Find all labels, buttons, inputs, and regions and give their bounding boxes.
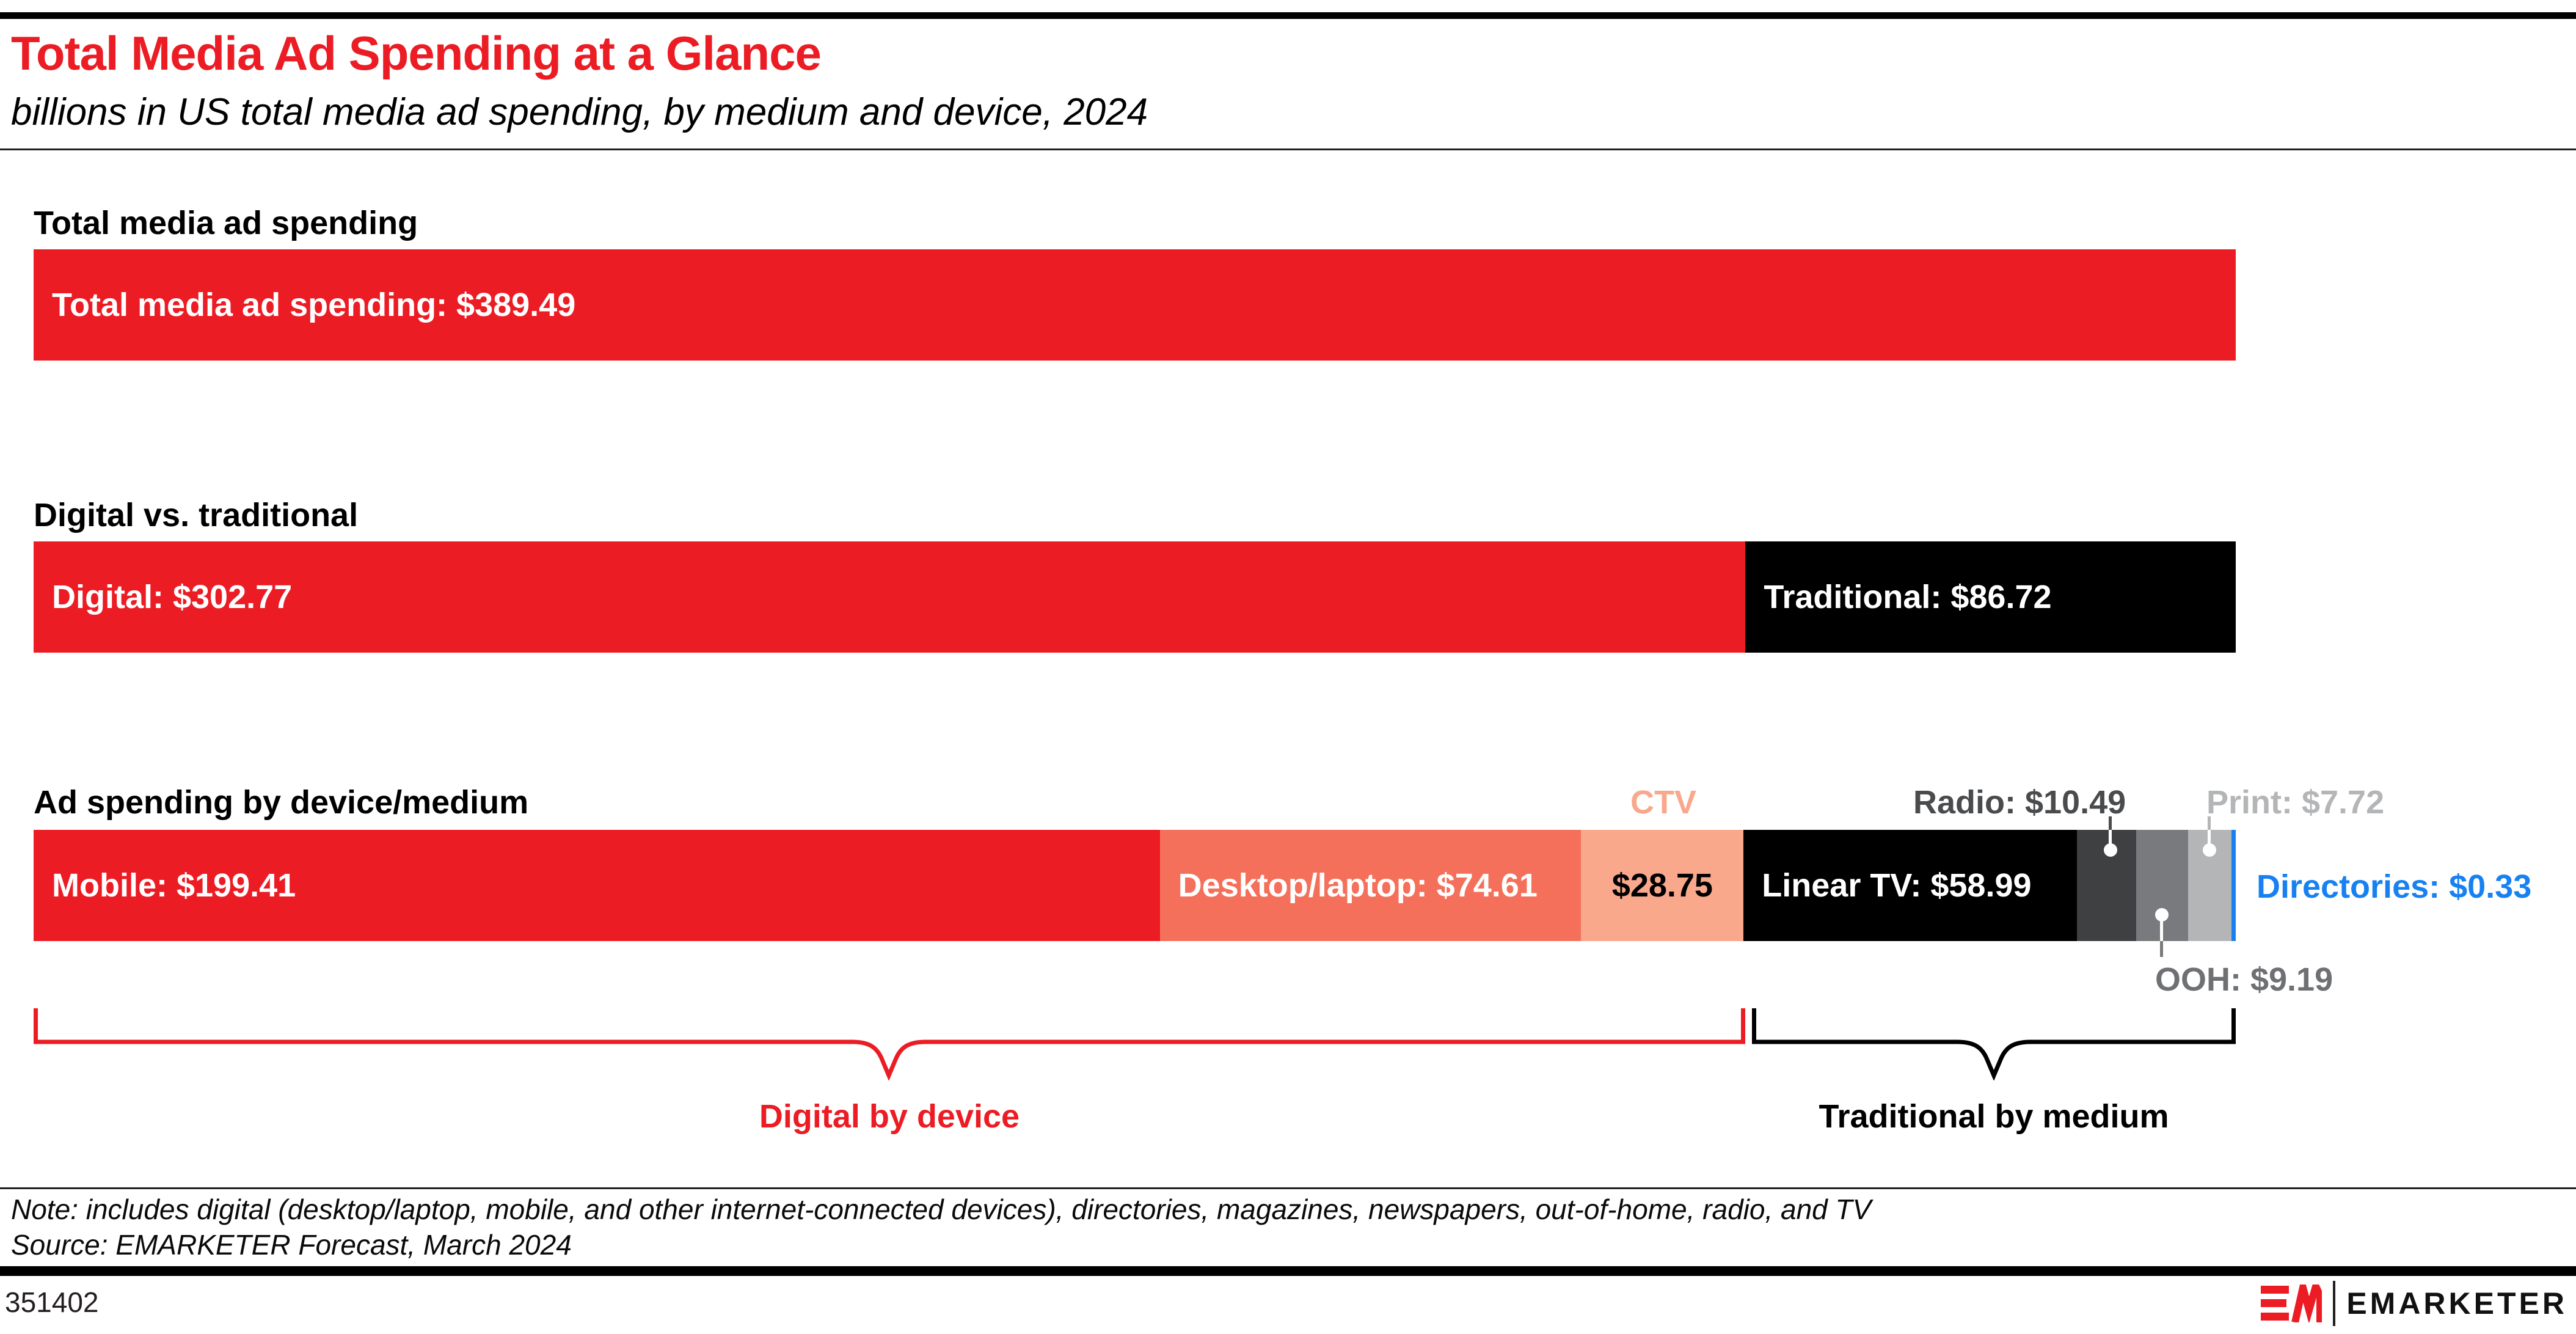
- section-heading-digital-vs-traditional: Digital vs. traditional: [34, 497, 359, 533]
- section-heading-total: Total media ad spending: [34, 205, 418, 241]
- page-title: Total Media Ad Spending at a Glance: [11, 26, 822, 80]
- segment-total-label: Total media ad spending: $389.49: [52, 287, 576, 323]
- segment-mobile-label: Mobile: $199.41: [52, 867, 296, 904]
- callout-directories: Directories: $0.33: [2257, 868, 2532, 905]
- segment-total: Total media ad spending: $389.49: [34, 249, 2236, 361]
- bar-total: Total media ad spending: $389.49: [34, 249, 2236, 361]
- segment-directories: [2231, 830, 2236, 941]
- traditional-brace-label: Traditional by medium: [1819, 1098, 2169, 1135]
- logo-divider: [2333, 1281, 2336, 1326]
- callout-print: Print: $7.72: [2206, 784, 2385, 821]
- segment-desktop-laptop: Desktop/laptop: $74.61: [1159, 830, 1582, 941]
- ooh-callout-line: [2160, 941, 2163, 957]
- ooh-callout-dot: [2155, 908, 2169, 922]
- segment-traditional: Traditional: $86.72: [1745, 541, 2236, 653]
- print-callout-line: [2208, 816, 2211, 830]
- section-heading-device-medium: Ad spending by device/medium: [34, 784, 529, 821]
- radio-callout-line: [2109, 816, 2112, 830]
- segment-ctv-value: $28.75: [1611, 867, 1713, 904]
- page-subtitle: billions in US total media ad spending, …: [11, 91, 1148, 133]
- segment-mobile: Mobile: $199.41: [34, 830, 1160, 941]
- chart-id: 351402: [5, 1286, 99, 1318]
- bar-digital-vs-traditional: Digital: $302.77 Traditional: $86.72: [34, 541, 2236, 653]
- top-rule: [0, 12, 2576, 19]
- segment-ctv: $28.75: [1581, 830, 1744, 941]
- footer-rule: [0, 1266, 2576, 1276]
- segment-linear-tv: Linear TV: $58.99: [1743, 830, 2077, 941]
- segment-digital-label: Digital: $302.77: [52, 579, 293, 615]
- radio-callout-dot: [2104, 843, 2117, 857]
- segment-linear-tv-label: Linear TV: $58.99: [1762, 867, 2032, 904]
- segment-desktop-laptop-label: Desktop/laptop: $74.61: [1178, 867, 1538, 904]
- em-monogram-icon: [2261, 1285, 2322, 1322]
- bar-device-medium: Mobile: $199.41 Desktop/laptop: $74.61 $…: [34, 830, 2236, 941]
- traditional-brace: [1752, 1008, 2236, 1080]
- print-callout-line-inner: [2208, 830, 2211, 847]
- brand-name: EMARKETER: [2346, 1286, 2567, 1321]
- header-divider: [0, 148, 2576, 150]
- ooh-callout-line-inner: [2160, 920, 2163, 941]
- print-callout-dot: [2203, 843, 2216, 857]
- digital-brace-label: Digital by device: [759, 1098, 1020, 1135]
- segment-digital: Digital: $302.77: [34, 541, 1746, 653]
- segment-traditional-label: Traditional: $86.72: [1764, 579, 2052, 615]
- digital-brace: [34, 1008, 1745, 1080]
- callout-ctv: CTV: [1630, 784, 1696, 821]
- source-text: Source: EMARKETER Forecast, March 2024: [11, 1229, 572, 1261]
- note-divider: [0, 1187, 2576, 1189]
- emarketer-logo: EMARKETER: [2261, 1280, 2567, 1327]
- radio-callout-line-inner: [2109, 830, 2112, 847]
- callout-ooh: OOH: $9.19: [2155, 961, 2333, 998]
- note-text: Note: includes digital (desktop/laptop, …: [11, 1193, 1872, 1225]
- callout-radio: Radio: $10.49: [1913, 784, 2126, 821]
